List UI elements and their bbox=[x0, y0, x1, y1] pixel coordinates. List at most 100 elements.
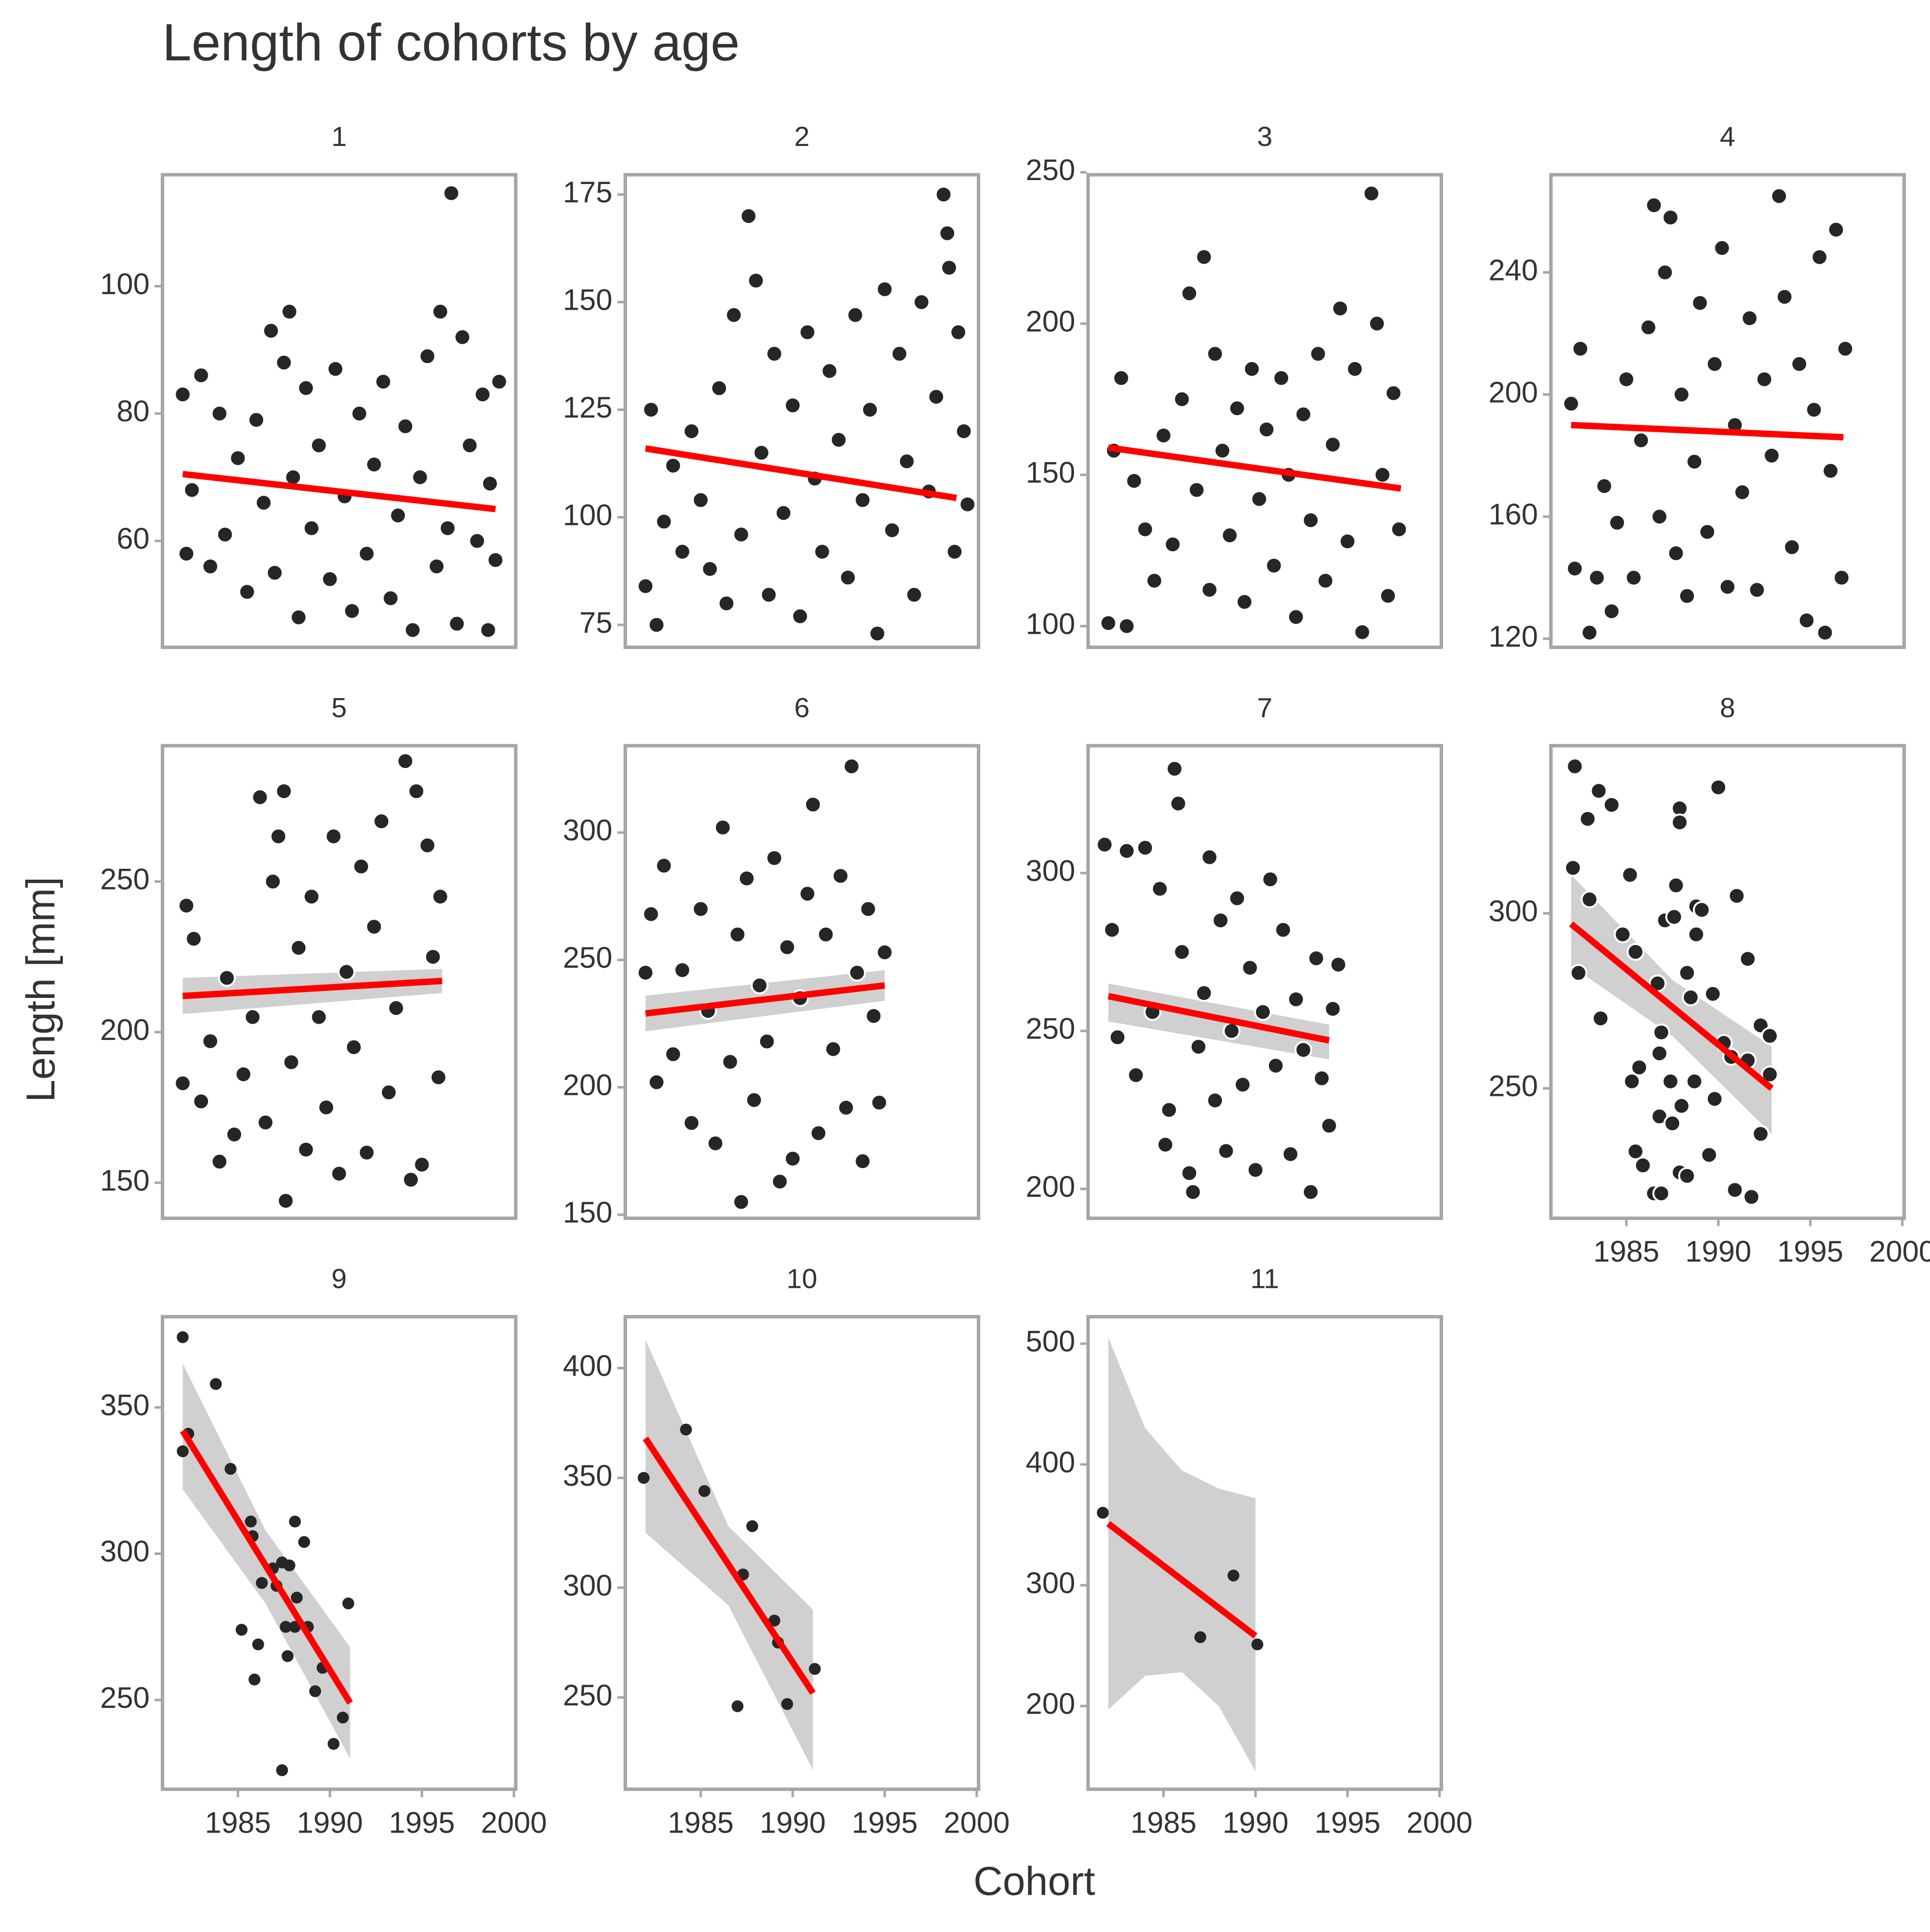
data-point bbox=[791, 607, 809, 625]
data-point bbox=[636, 577, 655, 595]
data-point bbox=[407, 782, 426, 801]
data-point bbox=[290, 608, 308, 626]
y-tick-label: 175 bbox=[563, 176, 612, 209]
data-point bbox=[1630, 1058, 1648, 1077]
y-tick-label: 300 bbox=[100, 1535, 149, 1568]
data-point bbox=[1645, 196, 1663, 214]
data-point bbox=[380, 1083, 398, 1101]
data-point bbox=[1581, 623, 1599, 642]
data-point bbox=[1621, 866, 1639, 884]
y-tick-label: 75 bbox=[579, 606, 613, 639]
data-point bbox=[310, 1008, 328, 1026]
y-tick-label: 240 bbox=[1489, 253, 1538, 286]
data-point bbox=[396, 752, 415, 770]
data-point bbox=[275, 782, 293, 801]
data-point bbox=[298, 1536, 310, 1548]
data-point bbox=[283, 1559, 295, 1572]
data-point bbox=[949, 323, 967, 341]
data-point bbox=[431, 888, 449, 906]
data-point bbox=[254, 494, 273, 512]
data-point bbox=[731, 1700, 744, 1712]
data-point bbox=[238, 583, 256, 601]
data-point bbox=[1160, 1101, 1178, 1119]
x-tick-label: 1985 bbox=[205, 1806, 271, 1839]
panel-title: 4 bbox=[1720, 121, 1735, 152]
data-point bbox=[1639, 318, 1657, 336]
data-point bbox=[1243, 360, 1261, 378]
data-point bbox=[1704, 985, 1722, 1003]
data-point bbox=[1201, 581, 1219, 599]
data-point bbox=[185, 930, 203, 948]
data-point bbox=[1163, 535, 1182, 554]
data-point bbox=[1173, 943, 1191, 961]
data-point bbox=[177, 545, 195, 563]
y-tick-label: 150 bbox=[100, 1164, 149, 1197]
data-point bbox=[358, 1143, 376, 1162]
data-point bbox=[1816, 623, 1834, 642]
y-tick-label: 300 bbox=[1026, 1566, 1075, 1600]
data-point bbox=[343, 602, 361, 620]
data-point bbox=[1705, 1090, 1724, 1108]
data-point bbox=[1257, 421, 1276, 439]
panel-title: 5 bbox=[332, 692, 347, 723]
data-point bbox=[1125, 471, 1143, 490]
y-tick-label: 250 bbox=[1489, 1070, 1538, 1103]
data-point bbox=[282, 1053, 300, 1072]
data-point bbox=[453, 328, 472, 346]
data-point bbox=[225, 1126, 243, 1144]
data-point bbox=[1751, 1125, 1770, 1143]
data-point bbox=[1221, 526, 1239, 545]
data-point bbox=[1241, 959, 1259, 977]
x-tick-label: 1990 bbox=[297, 1806, 363, 1839]
data-point bbox=[1728, 887, 1746, 905]
data-point bbox=[673, 961, 691, 979]
data-point bbox=[252, 1638, 264, 1650]
data-point bbox=[1195, 248, 1213, 266]
data-point bbox=[192, 1092, 210, 1111]
data-point bbox=[1211, 911, 1230, 930]
data-point bbox=[1713, 239, 1731, 257]
data-point bbox=[1763, 446, 1781, 465]
y-tick-label: 150 bbox=[563, 1196, 612, 1229]
data-point bbox=[1634, 1156, 1652, 1175]
data-point bbox=[1320, 1117, 1338, 1135]
data-point bbox=[1805, 401, 1823, 419]
data-point bbox=[1213, 441, 1232, 460]
data-point bbox=[201, 1032, 219, 1050]
data-point bbox=[290, 939, 308, 957]
data-point bbox=[262, 322, 280, 340]
data-point bbox=[940, 259, 958, 277]
data-point bbox=[321, 570, 339, 588]
data-point bbox=[1590, 782, 1608, 800]
x-tick-label: 2000 bbox=[1869, 1235, 1930, 1268]
data-point bbox=[174, 1074, 192, 1092]
y-tick-label: 100 bbox=[1026, 607, 1075, 640]
panel-title: 6 bbox=[794, 692, 810, 723]
data-point bbox=[1189, 1037, 1207, 1056]
data-point bbox=[1127, 1066, 1145, 1084]
data-point bbox=[1687, 925, 1705, 943]
data-point bbox=[269, 827, 288, 846]
data-point bbox=[1312, 1069, 1331, 1087]
data-point bbox=[342, 1597, 354, 1609]
data-point bbox=[1700, 1146, 1718, 1164]
data-point bbox=[865, 1007, 883, 1025]
y-tick-label: 350 bbox=[563, 1459, 612, 1492]
data-point bbox=[1353, 623, 1371, 641]
data-point bbox=[1103, 921, 1121, 939]
data-point bbox=[673, 543, 691, 561]
data-point bbox=[1302, 1183, 1320, 1201]
data-point bbox=[266, 564, 284, 582]
data-point bbox=[1324, 435, 1342, 454]
data-point bbox=[1581, 890, 1599, 908]
data-point bbox=[854, 1152, 872, 1171]
data-point bbox=[247, 411, 265, 429]
data-point bbox=[1338, 532, 1356, 551]
data-point bbox=[1136, 839, 1154, 857]
data-point bbox=[282, 1650, 294, 1662]
data-point bbox=[1180, 1164, 1199, 1182]
y-tick-label: 250 bbox=[100, 863, 149, 896]
data-point bbox=[424, 947, 442, 966]
data-point bbox=[275, 353, 293, 372]
